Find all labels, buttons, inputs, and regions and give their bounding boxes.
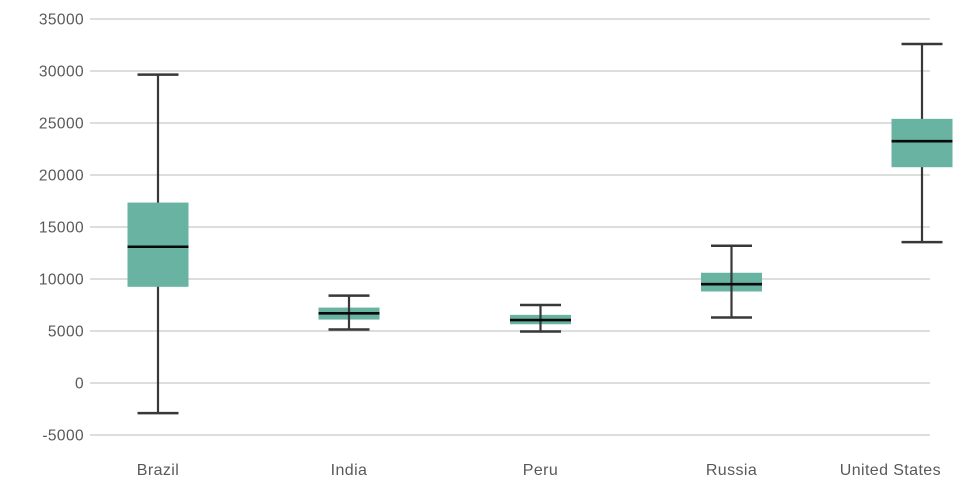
gridlines [90, 18, 930, 436]
y-tick-label: 0 [75, 376, 84, 393]
iqr-box [127, 202, 189, 287]
iqr-box [891, 118, 953, 168]
y-tick-label: 10000 [39, 272, 84, 289]
y-tick-label: -5000 [42, 428, 84, 445]
x-tick-label-india: India [331, 462, 368, 479]
y-tick-label: 25000 [39, 116, 84, 133]
boxplot-united-states [891, 42, 953, 244]
x-tick-label-peru: Peru [523, 462, 558, 479]
y-tick-label: 30000 [39, 64, 84, 81]
y-tick-label: 15000 [39, 220, 84, 237]
boxplot-peru [510, 303, 571, 333]
boxplot-russia [701, 244, 762, 319]
x-tick-label-brazil: Brazil [137, 462, 179, 479]
x-tick-label-russia: Russia [706, 462, 757, 479]
boxplot-brazil [127, 73, 189, 415]
y-tick-label: 20000 [39, 168, 84, 185]
y-axis-labels: 35000 30000 25000 20000 15000 10000 5000 0 -5000 [39, 12, 84, 445]
y-tick-label: 5000 [48, 324, 84, 341]
boxplot-india [318, 294, 380, 331]
x-axis-labels: Brazil India Peru Russia United States [137, 462, 941, 479]
y-tick-label: 35000 [39, 12, 84, 29]
x-tick-label-united-states: United States [840, 462, 941, 479]
